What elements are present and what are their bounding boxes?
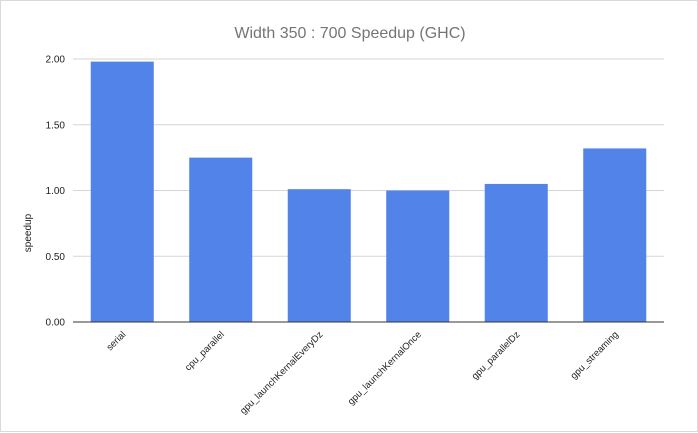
y-tick-label: 1.00 bbox=[46, 186, 66, 197]
y-tick-label: 1.50 bbox=[46, 120, 66, 131]
x-tick-label: cpu_parallel bbox=[183, 329, 227, 373]
y-tick-label: 0.50 bbox=[46, 252, 66, 263]
bar-gpu_streaming bbox=[583, 148, 647, 322]
bar-gpu_parallelDz bbox=[484, 183, 548, 322]
bar-cpu_parallel bbox=[189, 157, 253, 322]
x-tick-label: gpu_launchKernalOnce bbox=[346, 329, 424, 407]
gridlines bbox=[73, 58, 664, 257]
y-tick-label: 2.00 bbox=[46, 55, 66, 66]
x-axis-labels: serial cpu_parallel gpu_launchKernalEveryD… bbox=[105, 329, 621, 416]
y-axis-ticks: 0.00 0.50 1.00 1.50 2.00 bbox=[46, 55, 66, 329]
x-tick-label: serial bbox=[105, 329, 129, 353]
x-tick-label: gpu_parallelDz bbox=[470, 329, 523, 382]
y-axis-title: speedup bbox=[23, 213, 34, 252]
bar-serial bbox=[90, 61, 154, 322]
y-tick-label: 0.00 bbox=[46, 318, 66, 329]
chart-title: Width 350 : 700 Speedup (GHC) bbox=[234, 25, 465, 42]
bar-gpu_launchKernalEveryDz bbox=[287, 189, 351, 322]
x-tick-label: gpu_launchKernalEveryDz bbox=[238, 329, 325, 416]
x-tick-label: gpu_streaming bbox=[569, 329, 621, 381]
bar-gpu_launchKernalOnce bbox=[386, 190, 450, 322]
bars bbox=[90, 61, 647, 322]
